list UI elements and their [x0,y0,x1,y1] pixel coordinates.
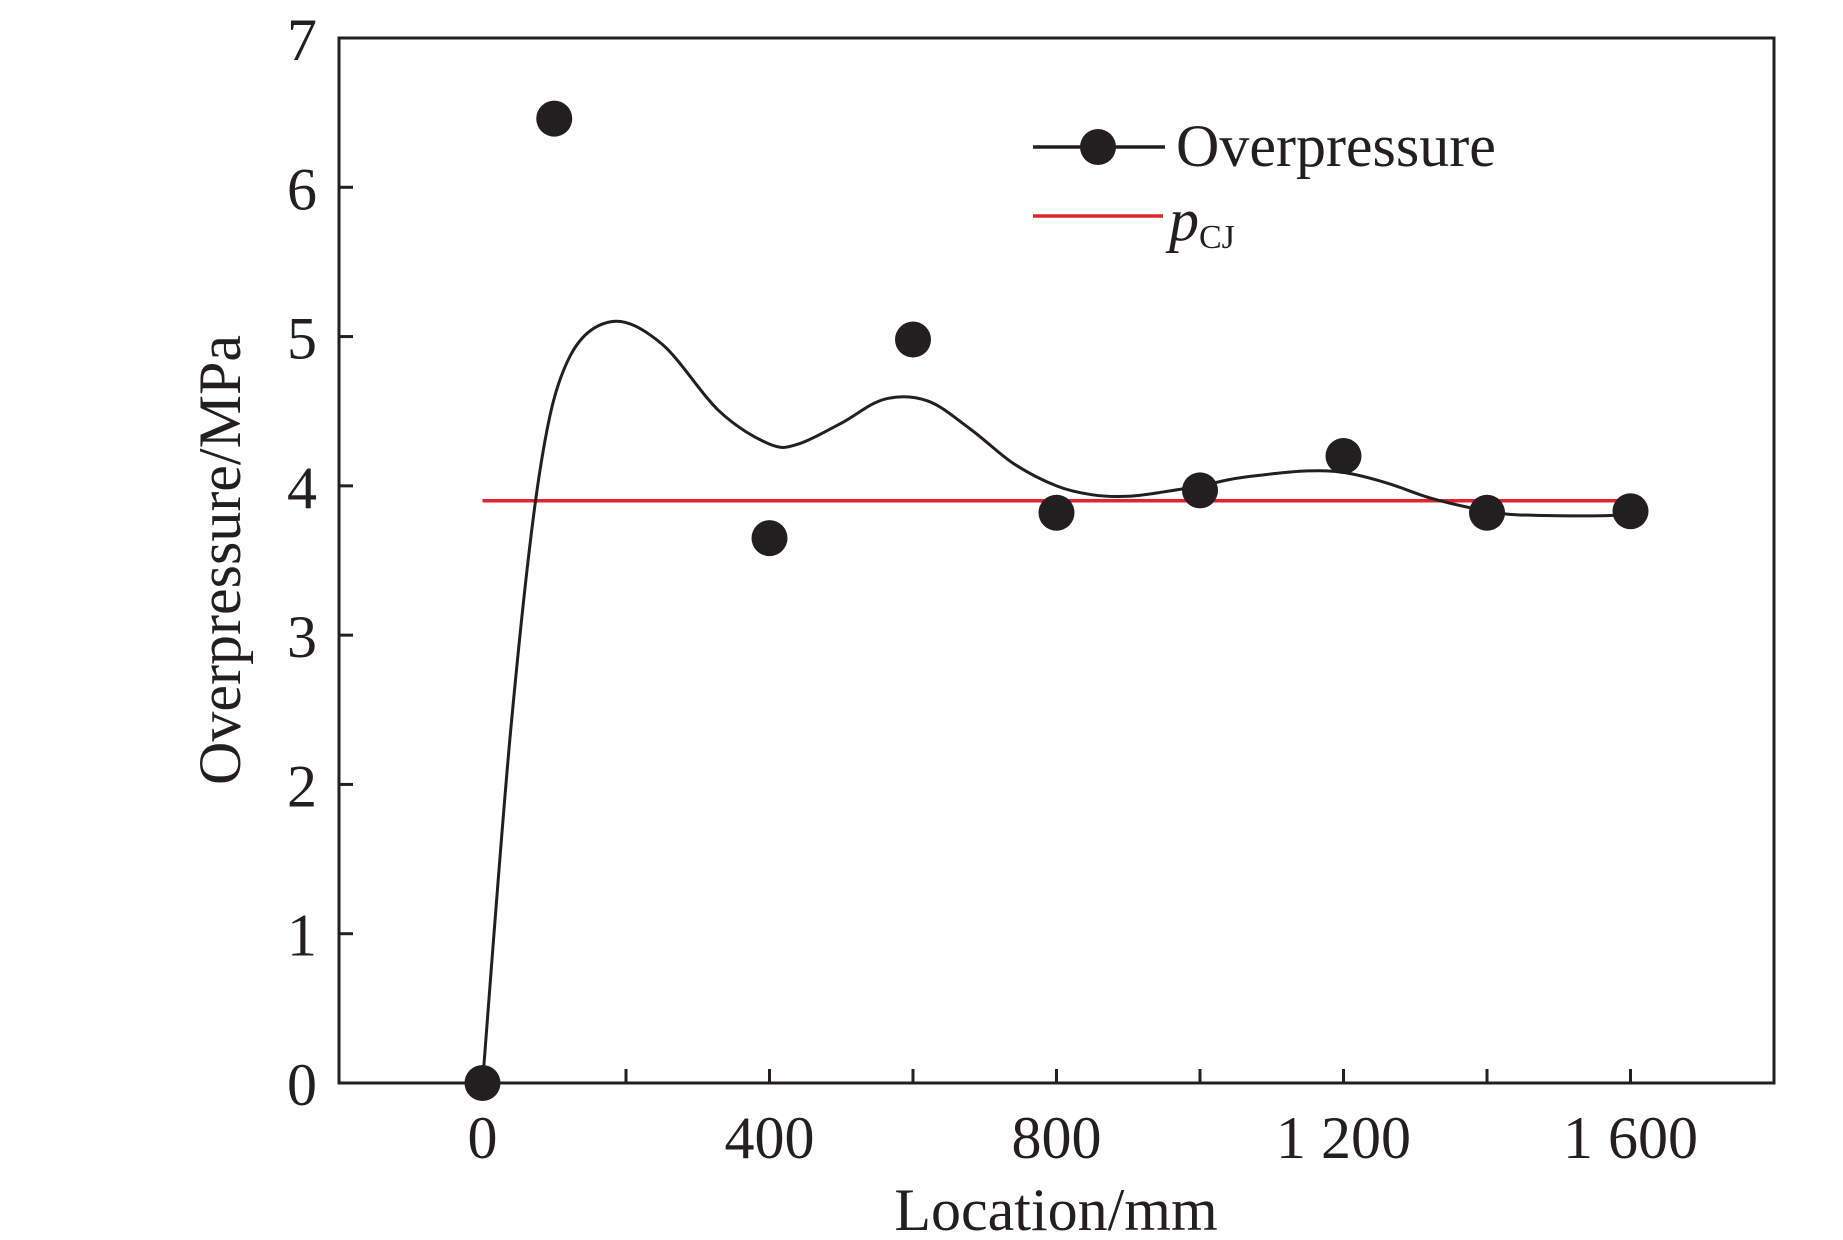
overpressure-data-point [536,100,573,137]
overpressure-data-point [464,1065,501,1101]
y-tick-label: 7 [287,7,317,73]
y-tick-label: 5 [287,306,317,372]
overpressure-data-point [1182,472,1218,509]
x-tick-label: 0 [468,1105,498,1171]
legend-pcj-label-sub: CJ [1199,219,1235,256]
x-tick-label: 400 [725,1105,815,1171]
y-tick-label: 0 [287,1052,317,1118]
legend: Overpressure pCJ [1033,113,1496,256]
overpressure-data-point [1469,494,1505,531]
y-tick-label: 3 [287,604,317,670]
y-tick-label: 4 [287,455,317,521]
legend-overpressure-marker [1080,129,1116,165]
x-tick-label: 1 200 [1276,1105,1411,1171]
x-tick-label: 1 600 [1563,1105,1698,1171]
x-tick-label: 800 [1012,1105,1102,1171]
plot-frame [337,36,1776,1085]
overpressure-fit-curve [481,319,1631,1084]
y-axis-ticks: 0 1 2 3 4 5 6 7 [287,7,353,1118]
overpressure-data-point [751,520,788,557]
legend-pcj-label-main: p [1165,187,1199,253]
x-axis-label: Location/mm [894,1177,1217,1235]
y-tick-label: 1 [287,903,317,969]
y-axis-label: Overpressure/MPa [187,335,253,785]
x-axis-ticks: 0 400 800 1 200 1 600 [468,1069,1698,1171]
y-tick-label: 6 [287,156,317,222]
overpressure-data-point [895,321,931,358]
overpressure-data-point [1325,438,1362,474]
series-layer [464,100,1649,1101]
overpressure-data-point [1612,493,1649,530]
legend-overpressure-label: Overpressure [1176,113,1496,179]
overpressure-data-point [1038,494,1075,531]
y-tick-label: 2 [287,753,317,819]
legend-pcj-label: pCJ [1165,187,1235,256]
